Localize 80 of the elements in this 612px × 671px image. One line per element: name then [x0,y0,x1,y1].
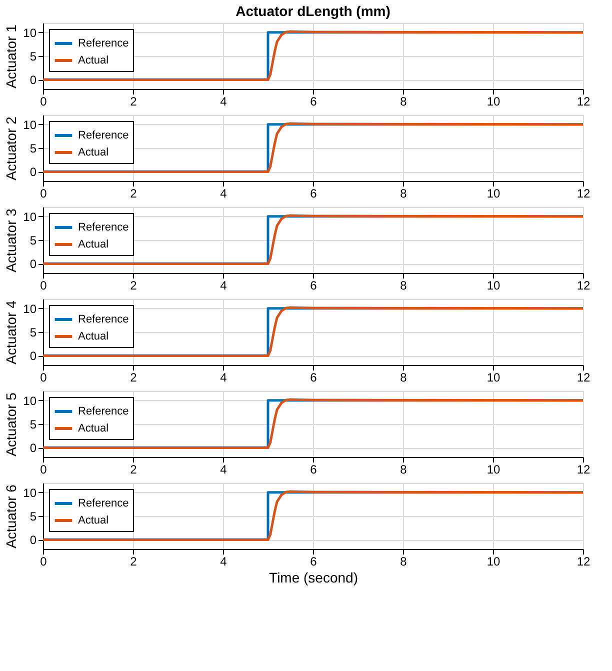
legend-label: Reference [78,222,129,234]
legend-label: Actual [78,514,109,526]
x-tick-label: 0 [40,278,48,292]
x-tick-label: 2 [130,554,138,568]
x-tick-label: 6 [310,554,318,568]
legend-label: Reference [78,314,129,326]
legend-label: Actual [78,422,109,434]
x-tick-label: 0 [40,554,48,568]
x-tick-label: 10 [486,554,500,568]
x-tick-label: 4 [220,370,228,384]
x-tick-label: 12 [576,462,590,476]
x-tick-label: 10 [486,370,500,384]
y-axis-title: Actuator 5 [3,392,20,456]
legend-label: Actual [78,54,109,66]
y-tick-label: 10 [23,302,37,316]
x-tick-label: 2 [130,94,138,108]
y-tick-label: 5 [30,326,37,340]
y-tick-label: 0 [30,73,37,88]
legend-label: Reference [78,38,129,50]
x-tick-label: 6 [310,462,318,476]
y-tick-label: 5 [30,50,37,64]
x-tick-label: 0 [40,186,48,200]
x-tick-label: 2 [130,370,138,384]
y-tick-label: 0 [30,257,37,272]
x-tick-label: 10 [486,186,500,200]
x-tick-label: 6 [310,370,318,384]
x-tick-label: 8 [400,94,408,108]
x-tick-label: 4 [220,186,228,200]
x-tick-label: 2 [130,278,138,292]
x-tick-label: 8 [400,370,408,384]
y-axis-title: Actuator 4 [3,300,20,364]
y-axis-title: Actuator 1 [3,24,20,88]
x-tick-label: 4 [220,462,228,476]
y-tick-label: 5 [30,418,37,432]
y-axis-title: Actuator 2 [3,116,20,180]
y-tick-label: 10 [23,26,37,40]
x-tick-label: 12 [576,94,590,108]
x-tick-label: 10 [486,462,500,476]
y-tick-label: 5 [30,510,37,524]
legend-label: Reference [78,498,129,510]
y-tick-label: 10 [23,210,37,224]
y-tick-label: 10 [23,486,37,500]
x-tick-label: 12 [576,554,590,568]
y-tick-label: 0 [30,533,37,548]
x-tick-label: 8 [400,554,408,568]
y-tick-label: 10 [23,394,37,408]
x-tick-label: 6 [310,94,318,108]
legend-label: Actual [78,238,109,250]
x-axis-title: Time (second) [269,570,358,586]
y-tick-label: 0 [30,165,37,180]
y-tick-label: 10 [23,118,37,132]
legend-label: Actual [78,146,109,158]
x-tick-label: 6 [310,278,318,292]
x-tick-label: 0 [40,462,48,476]
x-tick-label: 4 [220,278,228,292]
x-tick-label: 0 [40,94,48,108]
x-tick-label: 0 [40,370,48,384]
x-tick-label: 2 [130,186,138,200]
y-axis-title: Actuator 6 [3,484,20,548]
x-tick-label: 8 [400,462,408,476]
x-tick-label: 8 [400,186,408,200]
x-tick-label: 12 [576,278,590,292]
x-tick-label: 8 [400,278,408,292]
chart-title: Actuator dLength (mm) [236,3,390,19]
y-tick-label: 0 [30,441,37,456]
legend-label: Actual [78,330,109,342]
x-tick-label: 10 [486,278,500,292]
y-tick-label: 5 [30,234,37,248]
y-tick-label: 0 [30,349,37,364]
x-tick-label: 6 [310,186,318,200]
x-tick-label: 4 [220,94,228,108]
x-tick-label: 2 [130,462,138,476]
legend-label: Reference [78,130,129,142]
legend-label: Reference [78,406,129,418]
x-tick-label: 4 [220,554,228,568]
y-axis-title: Actuator 3 [3,208,20,272]
x-tick-label: 12 [576,370,590,384]
y-tick-label: 5 [30,142,37,156]
x-tick-label: 10 [486,94,500,108]
x-tick-label: 12 [576,186,590,200]
